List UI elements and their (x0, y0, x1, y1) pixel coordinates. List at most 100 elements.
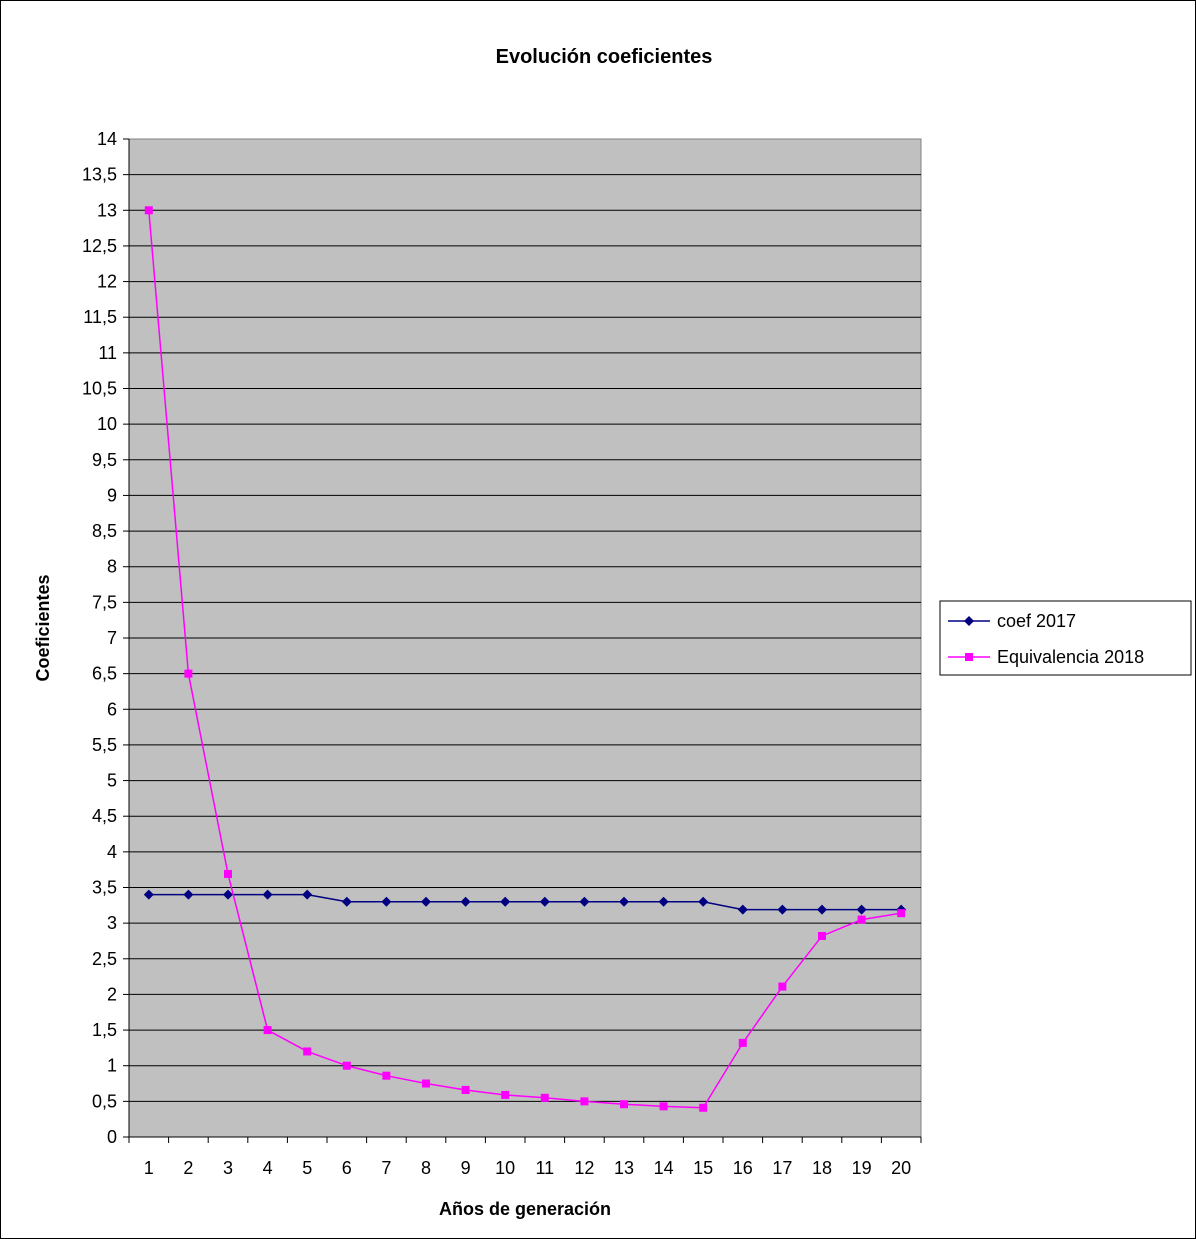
data-point-equivalencia-2018 (699, 1103, 708, 1112)
data-point-coef-2017 (143, 889, 154, 900)
data-point-coef-2017 (777, 904, 788, 915)
chart-title: Evolución coeficientes (496, 46, 713, 68)
x-tick-label: 15 (693, 1158, 713, 1178)
data-point-equivalencia-2018 (144, 206, 153, 215)
y-tick-label: 3,5 (92, 878, 117, 898)
x-tick-label: 10 (495, 1158, 515, 1178)
data-point-equivalencia-2018 (897, 909, 906, 918)
y-tick-label: 9 (107, 485, 117, 505)
data-point-coef-2017 (460, 896, 471, 907)
y-tick-label: 11 (98, 343, 117, 363)
legend-label-equivalencia-2018: Equivalencia 2018 (997, 647, 1144, 667)
legend-label-coef-2017: coef 2017 (997, 611, 1076, 631)
x-tick-label: 19 (852, 1158, 872, 1178)
y-axis-title: Coeficientes (33, 574, 53, 681)
data-point-coef-2017 (619, 896, 629, 907)
data-point-equivalencia-2018 (778, 982, 787, 991)
data-point-coef-2017 (341, 896, 352, 907)
series-line-equivalencia-2018 (148, 210, 902, 1109)
grid-lines (129, 174, 921, 1102)
y-tick-label: 1 (107, 1056, 117, 1076)
y-tick-label: 9,5 (92, 450, 117, 470)
x-tick-label: 16 (733, 1158, 753, 1178)
data-point-coef-2017 (500, 896, 511, 907)
y-tick-label: 6,5 (92, 664, 117, 684)
data-point-coef-2017 (223, 889, 233, 900)
data-point-equivalencia-2018 (461, 1085, 470, 1094)
y-tick-label: 7,5 (92, 592, 117, 612)
data-point-coef-2017 (579, 896, 590, 907)
y-tick-label: 11,5 (83, 307, 117, 327)
data-point-equivalencia-2018 (501, 1090, 510, 1099)
y-tick-label: 8,5 (92, 521, 117, 541)
data-point-coef-2017 (817, 904, 827, 915)
data-point-equivalencia-2018 (580, 1097, 589, 1106)
x-tick-label: 6 (342, 1158, 352, 1178)
y-tick-label: 5 (107, 771, 117, 791)
data-point-coef-2017 (262, 889, 273, 900)
y-tick-label: 3 (107, 913, 117, 933)
data-point-equivalencia-2018 (382, 1071, 391, 1080)
x-tick-label: 2 (183, 1158, 193, 1178)
x-tick-label: 20 (891, 1158, 911, 1178)
data-point-coef-2017 (737, 904, 748, 915)
data-point-coef-2017 (658, 896, 669, 907)
y-tick-label: 10,5 (82, 379, 117, 399)
data-point-equivalencia-2018 (184, 669, 193, 678)
legend-marker-equivalencia-2018 (965, 653, 973, 661)
series-layer (143, 206, 907, 1112)
data-point-equivalencia-2018 (303, 1047, 312, 1056)
x-tick-label: 3 (223, 1158, 233, 1178)
data-point-coef-2017 (856, 904, 867, 915)
y-tick-label: 1,5 (92, 1020, 117, 1040)
legend: coef 2017 Equivalencia 2018 (939, 600, 1192, 676)
data-point-coef-2017 (381, 896, 392, 907)
y-tick-label: 2,5 (92, 949, 117, 969)
data-point-equivalencia-2018 (540, 1093, 549, 1102)
data-point-coef-2017 (698, 896, 709, 907)
series-line-coef-2017 (148, 893, 902, 911)
y-tick-label: 14 (97, 129, 117, 149)
y-tick-label: 7 (107, 628, 117, 648)
data-point-equivalencia-2018 (263, 1026, 272, 1035)
x-tick-label: 5 (302, 1158, 312, 1178)
x-tick-label: 17 (772, 1158, 792, 1178)
x-tick-label: 9 (461, 1158, 471, 1178)
y-tick-label: 10 (97, 414, 117, 434)
data-point-equivalencia-2018 (422, 1079, 430, 1088)
legend-marker-coef-2017 (964, 616, 974, 626)
x-tick-label: 1 (144, 1158, 154, 1178)
y-tick-label: 4,5 (92, 806, 117, 826)
x-tick-label: 13 (614, 1158, 634, 1178)
y-tick-label: 5,5 (92, 735, 117, 755)
data-point-coef-2017 (183, 889, 194, 900)
y-tick-label: 2 (107, 984, 117, 1004)
y-tick-label: 13,5 (82, 165, 117, 185)
y-tick-label: 6 (107, 699, 117, 719)
x-tick-label: 14 (654, 1158, 674, 1178)
legend-box (939, 600, 1192, 676)
y-tick-label: 8 (107, 557, 117, 577)
data-point-equivalencia-2018 (224, 869, 232, 878)
data-point-equivalencia-2018 (818, 931, 826, 940)
y-tick-label: 4 (107, 842, 117, 862)
x-tick-label: 12 (574, 1158, 594, 1178)
x-tick-label: 7 (381, 1158, 391, 1178)
x-tick-label: 8 (421, 1158, 431, 1178)
x-tick-label: 4 (263, 1158, 273, 1178)
y-tick-label: 13 (97, 200, 117, 220)
y-tick-label: 12,5 (82, 236, 117, 256)
y-tick-label: 0,5 (92, 1091, 117, 1111)
data-point-equivalencia-2018 (659, 1102, 668, 1111)
data-point-coef-2017 (421, 896, 431, 907)
data-point-equivalencia-2018 (620, 1100, 628, 1109)
x-axis-title: Años de generación (439, 1199, 611, 1219)
data-point-coef-2017 (539, 896, 550, 907)
y-tick-label: 12 (97, 272, 117, 292)
data-point-coef-2017 (302, 889, 313, 900)
x-tick-label: 18 (812, 1158, 832, 1178)
x-tick-label: 11 (535, 1158, 554, 1178)
y-tick-label: 0 (107, 1127, 117, 1147)
axes: 00,511,522,533,544,555,566,577,588,599,5… (82, 129, 922, 1178)
